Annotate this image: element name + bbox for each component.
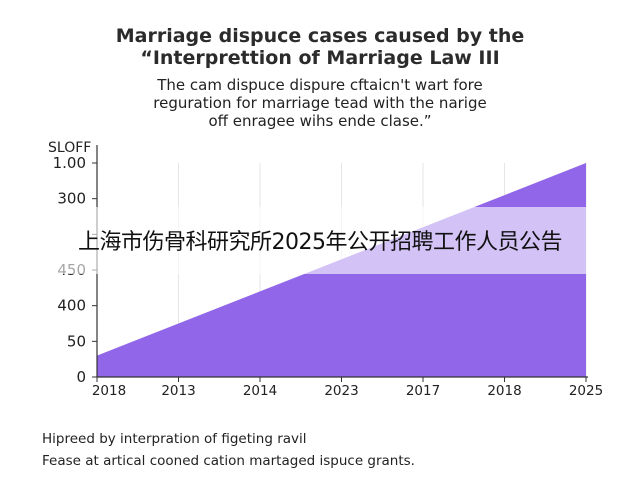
y-axis-label: SLOFF xyxy=(48,140,91,156)
chart-subtitle-line-1: The cam dispuce dispure cftaicn't wart f… xyxy=(157,76,483,94)
x-tick-label: 2025 xyxy=(569,383,603,399)
x-tick-label: 2013 xyxy=(161,383,195,399)
y-tick-label: 50 xyxy=(67,332,86,350)
y-tick-label: 300 xyxy=(57,190,86,208)
overlay-banner-text: 上海市伤骨科研究所2025年公开招聘工作人员公告 xyxy=(78,230,563,255)
y-tick-label: 0 xyxy=(76,368,86,386)
x-tick-label: 2018 xyxy=(487,383,521,399)
chart-subtitle-line-2: reguration for marriage tead with the na… xyxy=(153,94,487,112)
x-tick-label: 2017 xyxy=(406,383,440,399)
footer-note-line-1: Hipreed by interpration of figeting ravi… xyxy=(42,431,307,447)
y-tick-label: 400 xyxy=(57,297,86,315)
chart-subtitle-line-3: off enragee wihs ende clase.” xyxy=(208,112,432,130)
footer-note-line-2: Fease at artical cooned cation martaged … xyxy=(42,453,415,469)
chart-title-line-2: “Interprettion of Marriage Law III xyxy=(140,47,500,69)
x-tick-label: 2014 xyxy=(243,383,277,399)
x-tick-label: 2023 xyxy=(324,383,358,399)
x-tick-label: 2018 xyxy=(92,383,126,399)
overlay-banner xyxy=(0,207,640,274)
y-tick-label: 1.00 xyxy=(53,154,86,172)
chart-title-line-1: Marriage dispuce cases caused by the xyxy=(115,25,525,47)
